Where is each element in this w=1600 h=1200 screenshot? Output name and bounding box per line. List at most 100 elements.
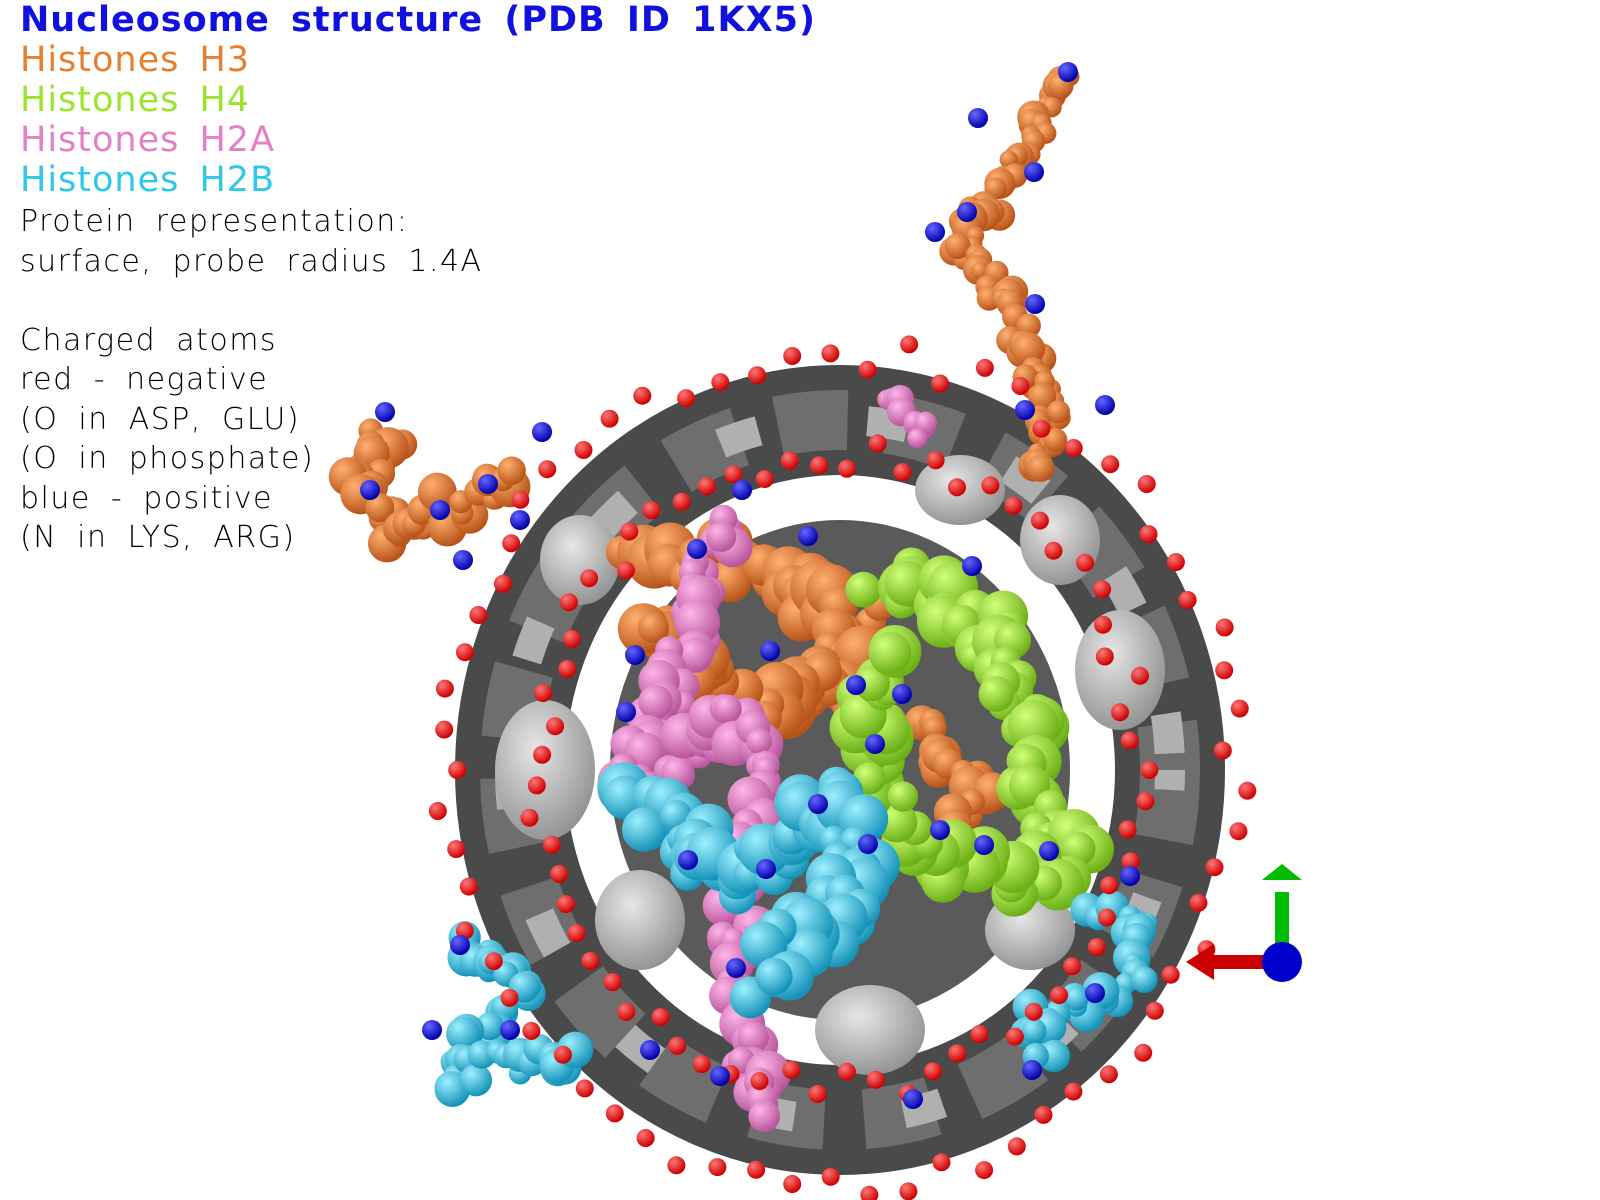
negative-atom <box>783 347 802 365</box>
negative-atom <box>603 973 622 992</box>
negative-atom <box>1189 893 1208 912</box>
negative-atom <box>948 478 966 497</box>
negative-atom <box>711 373 730 392</box>
note-line: (O in ASP, GLU) <box>20 401 301 437</box>
histone-h2b-tail-right <box>1010 890 1158 1073</box>
positive-atom <box>1024 162 1044 182</box>
negative-atom <box>620 522 639 541</box>
x-axis-arrowhead <box>1186 944 1214 980</box>
negative-atom <box>821 344 840 363</box>
note-line: Protein representation: <box>20 204 409 239</box>
positive-atom <box>1015 400 1035 420</box>
negative-atom <box>636 1129 655 1147</box>
negative-atom <box>975 1161 994 1180</box>
positive-atom <box>1058 62 1078 82</box>
negative-atom <box>500 988 519 1007</box>
positive-atom <box>925 222 945 242</box>
negative-atom <box>520 808 539 827</box>
positive-atom <box>500 1020 520 1040</box>
negative-atom <box>1145 1001 1164 1020</box>
positive-atom <box>532 422 552 442</box>
negative-atom <box>672 492 691 511</box>
positive-atom <box>422 1020 442 1040</box>
negative-atom <box>1032 419 1051 438</box>
note-line: (N in LYS, ARG) <box>20 520 296 555</box>
charged-atoms <box>360 62 1257 1200</box>
negative-atom <box>900 335 919 354</box>
y-axis-arrowhead <box>1262 864 1302 880</box>
negative-atom <box>677 389 696 408</box>
negative-atom <box>1064 1082 1083 1101</box>
negative-atom <box>455 643 474 662</box>
negative-atom <box>581 951 600 970</box>
negative-atom <box>893 463 912 482</box>
positive-atom <box>858 834 878 854</box>
negative-atom <box>527 776 546 795</box>
negative-atom <box>1093 580 1112 599</box>
positive-atom <box>865 734 885 754</box>
negative-atom <box>553 1045 572 1064</box>
negative-atom <box>546 717 565 736</box>
legend-item-h2b: Histones H2B <box>20 160 276 200</box>
negative-atom <box>899 1182 918 1200</box>
negative-atom <box>780 451 799 470</box>
positive-atom <box>726 958 746 978</box>
negative-atom <box>1101 455 1120 474</box>
negative-atom <box>633 386 652 405</box>
negative-atom <box>783 1175 802 1193</box>
negative-atom <box>750 1072 769 1091</box>
negative-atom <box>1178 591 1197 609</box>
negative-atom <box>1024 1002 1043 1021</box>
negative-atom <box>975 358 994 377</box>
positive-atom <box>756 859 776 879</box>
negative-atom <box>858 360 877 379</box>
negative-atom <box>924 1062 942 1081</box>
positive-atom <box>1085 983 1105 1003</box>
negative-atom <box>1215 661 1234 680</box>
negative-atom <box>605 1104 624 1123</box>
positive-atom <box>360 480 380 500</box>
positive-atom <box>478 474 498 494</box>
legend-item-h2a: Histones H2A <box>20 120 276 160</box>
negative-atom <box>1087 938 1106 957</box>
positive-atom <box>903 1089 923 1109</box>
negative-atom <box>668 1036 687 1055</box>
negative-atom <box>1095 647 1114 666</box>
positive-atom <box>450 935 470 955</box>
negative-atom <box>550 865 569 883</box>
positive-atom <box>974 835 994 855</box>
negative-atom <box>1139 525 1158 544</box>
negative-atom <box>1229 822 1248 841</box>
negative-atom <box>808 1085 827 1103</box>
note-line: red - negative <box>20 362 269 397</box>
positive-atom <box>1095 395 1115 415</box>
negative-atom <box>651 1008 670 1026</box>
negative-atom <box>667 1156 686 1175</box>
negative-atom <box>617 1002 636 1021</box>
negative-atom <box>1099 1065 1118 1084</box>
legend-item-h3: Histones H3 <box>20 40 251 80</box>
note-line: blue - positive <box>20 480 273 516</box>
negative-atom <box>1137 475 1156 493</box>
negative-atom <box>860 1185 879 1200</box>
negative-atom <box>1094 615 1112 634</box>
negative-atom <box>755 470 774 488</box>
negative-atom <box>748 366 767 385</box>
negative-atom <box>534 684 553 702</box>
negative-atom <box>1230 699 1249 718</box>
negative-atom <box>484 952 503 971</box>
negative-atom <box>1161 965 1180 984</box>
figure-title: Nucleosome structure (PDB ID 1KX5) <box>20 0 816 40</box>
positive-atom <box>453 550 473 570</box>
positive-atom <box>732 480 752 500</box>
negative-atom <box>574 441 593 459</box>
negative-atom <box>538 460 557 479</box>
negative-atom <box>782 1060 801 1079</box>
positive-atom <box>957 202 977 222</box>
negative-atom <box>448 761 467 779</box>
negative-atom <box>469 606 488 624</box>
negative-atom <box>868 434 887 453</box>
positive-atom <box>962 556 982 576</box>
positive-atom <box>846 675 866 695</box>
